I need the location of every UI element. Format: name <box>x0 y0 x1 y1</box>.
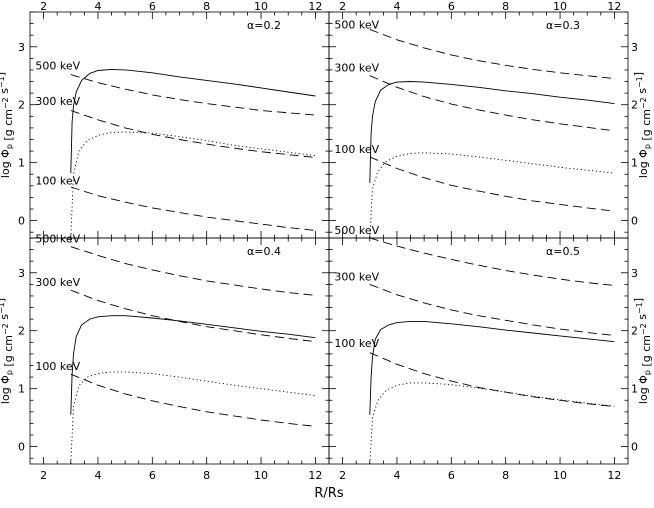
dashed-curve <box>70 74 316 116</box>
x-tick-label-top: 12 <box>308 0 322 13</box>
x-tick-label-top: 2 <box>339 0 346 13</box>
plot-frame <box>328 11 629 239</box>
y-axis-title-right: log Φp [g cm−2 s−1] log Φp [g cm−2 s−1] <box>632 72 653 404</box>
x-tick-label-top: 4 <box>393 0 400 13</box>
plot-frame <box>29 237 330 465</box>
energy-label: 500 keV <box>334 18 379 31</box>
dotted-curve <box>369 382 615 464</box>
energy-label: 300 keV <box>334 270 379 283</box>
x-tick-label: 6 <box>149 469 156 482</box>
dashed-curve <box>369 283 615 336</box>
energy-label: 500 keV <box>334 224 379 237</box>
x-tick-label-top: 10 <box>254 0 268 13</box>
alpha-label: α=0.2 <box>247 19 281 32</box>
x-tick-label: 12 <box>607 469 621 482</box>
dashed-curve <box>70 373 316 427</box>
x-tick-label: 6 <box>448 469 455 482</box>
x-tick-label-top: 6 <box>448 0 455 13</box>
dashed-curve <box>369 156 615 212</box>
x-tick-label: 2 <box>339 469 346 482</box>
x-tick-label: 10 <box>254 469 268 482</box>
x-tick-label: 4 <box>94 469 101 482</box>
dashed-curve <box>70 186 316 231</box>
y-axis-title-text: log Φp [g cm−2 s−1] <box>632 72 653 178</box>
energy-label: 100 keV <box>334 337 379 350</box>
y-tick-label-right: 0 <box>631 441 638 454</box>
y-tick-label: 1 <box>18 383 25 396</box>
dotted-curve <box>70 371 316 464</box>
solid-curve <box>70 315 316 415</box>
dotted-curve <box>369 152 615 238</box>
alpha-label: α=0.3 <box>546 19 580 32</box>
x-tick-label-top: 6 <box>149 0 156 13</box>
y-axis-title-text: log Φp [g cm−2 s−1] <box>0 298 15 404</box>
dashed-curve <box>70 289 316 343</box>
series-group <box>70 68 316 238</box>
dotted-curve <box>70 131 316 238</box>
x-tick-label: 2 <box>40 469 47 482</box>
y-tick-label-right: 1 <box>631 157 638 170</box>
y-axis-title-left: log Φp [g cm−2 s−1] log Φp [g cm−2 s−1] <box>0 72 15 404</box>
y-tick-label: 3 <box>18 267 25 280</box>
energy-label: 300 keV <box>334 62 379 75</box>
energy-label: 500 keV <box>35 233 80 246</box>
x-tick-label-top: 8 <box>203 0 210 13</box>
solid-curve <box>369 320 615 415</box>
solid-curve <box>70 68 316 174</box>
energy-label: 500 keV <box>35 59 80 72</box>
x-tick-label-top: 2 <box>40 0 47 13</box>
y-tick-label: 3 <box>18 41 25 54</box>
dashed-curve <box>369 238 615 286</box>
alpha-label: α=0.5 <box>546 245 580 258</box>
x-tick-label-top: 8 <box>502 0 509 13</box>
y-tick-label: 0 <box>18 215 25 228</box>
y-axis-title-text: log Φp [g cm−2 s−1] <box>632 298 653 404</box>
x-tick-label: 4 <box>393 469 400 482</box>
y-tick-label-right: 2 <box>631 99 638 112</box>
solid-curve <box>369 81 615 183</box>
energy-label: 100 keV <box>35 175 80 188</box>
x-tick-label: 10 <box>553 469 567 482</box>
x-tick-label: 12 <box>308 469 322 482</box>
x-tick-label: 8 <box>502 469 509 482</box>
x-tick-label-top: 12 <box>607 0 621 13</box>
alpha-label: α=0.4 <box>247 245 281 258</box>
y-axis-title-text: log Φp [g cm−2 s−1] <box>0 72 15 178</box>
energy-label: 100 keV <box>35 360 80 373</box>
x-tick-label-top: 4 <box>94 0 101 13</box>
dashed-curve <box>369 28 615 80</box>
y-tick-label: 0 <box>18 441 25 454</box>
series-group <box>369 238 615 464</box>
y-tick-label-right: 2 <box>631 325 638 338</box>
energy-label: 300 keV <box>35 276 80 289</box>
y-tick-label: 2 <box>18 325 25 338</box>
x-tick-label-top: 10 <box>553 0 567 13</box>
energy-label: 100 keV <box>334 143 379 156</box>
x-tick-label: 8 <box>203 469 210 482</box>
y-tick-label-right: 3 <box>631 267 638 280</box>
energy-label: 300 keV <box>35 95 80 108</box>
dashed-curve <box>369 75 615 132</box>
series-group <box>369 28 615 238</box>
x-axis-title: R/Rs <box>314 486 343 501</box>
y-tick-label-right: 3 <box>631 41 638 54</box>
y-tick-label: 1 <box>18 157 25 170</box>
y-tick-label-right: 0 <box>631 215 638 228</box>
dashed-curve <box>70 246 316 296</box>
dashed-curve <box>369 352 615 408</box>
dashed-curve <box>70 110 316 158</box>
series-group <box>70 246 316 464</box>
y-tick-label-right: 1 <box>631 383 638 396</box>
y-tick-label: 2 <box>18 99 25 112</box>
plot-frame <box>29 11 330 239</box>
